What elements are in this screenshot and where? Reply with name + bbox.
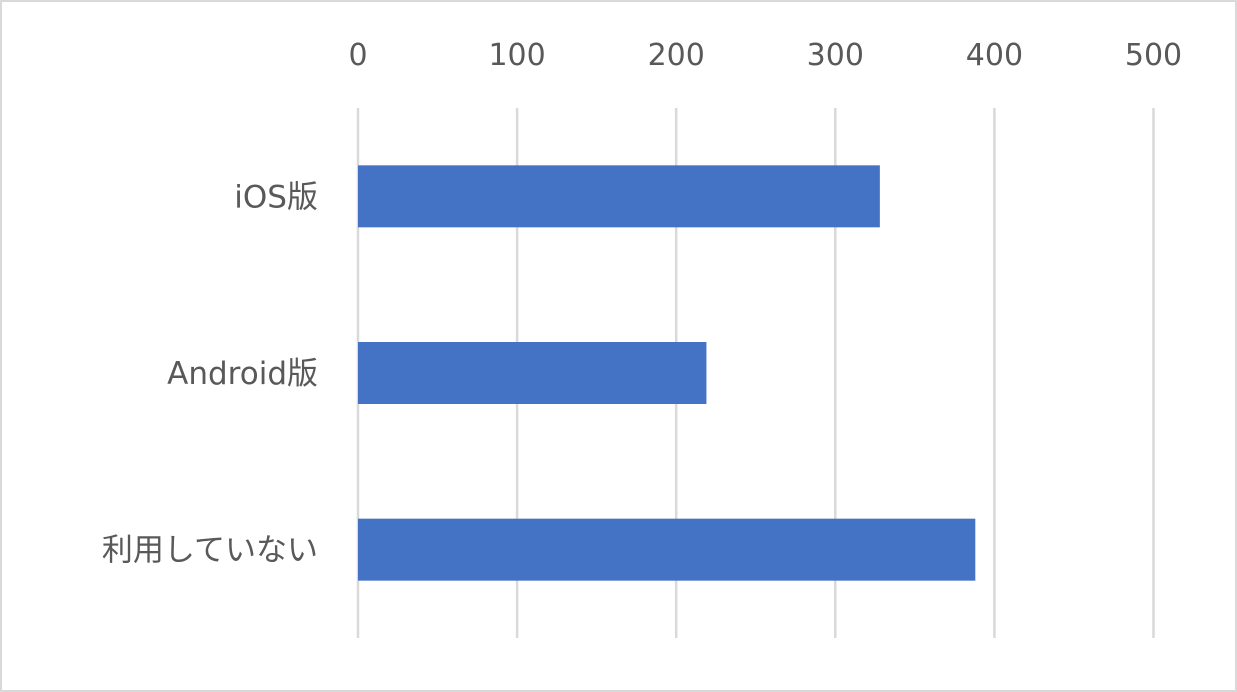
bar bbox=[358, 342, 707, 404]
category-label: iOS版 bbox=[234, 179, 318, 215]
bar bbox=[358, 518, 976, 581]
x-tick-label: 0 bbox=[348, 38, 367, 73]
x-tick-label: 400 bbox=[966, 38, 1023, 73]
x-tick-label: 200 bbox=[648, 38, 705, 73]
category-label: 利用していない bbox=[102, 533, 318, 569]
bar bbox=[358, 165, 880, 228]
x-tick-label: 300 bbox=[807, 38, 864, 73]
x-tick-label: 100 bbox=[488, 38, 545, 73]
x-tick-label: 500 bbox=[1125, 38, 1182, 73]
category-label: Android版 bbox=[167, 356, 318, 392]
